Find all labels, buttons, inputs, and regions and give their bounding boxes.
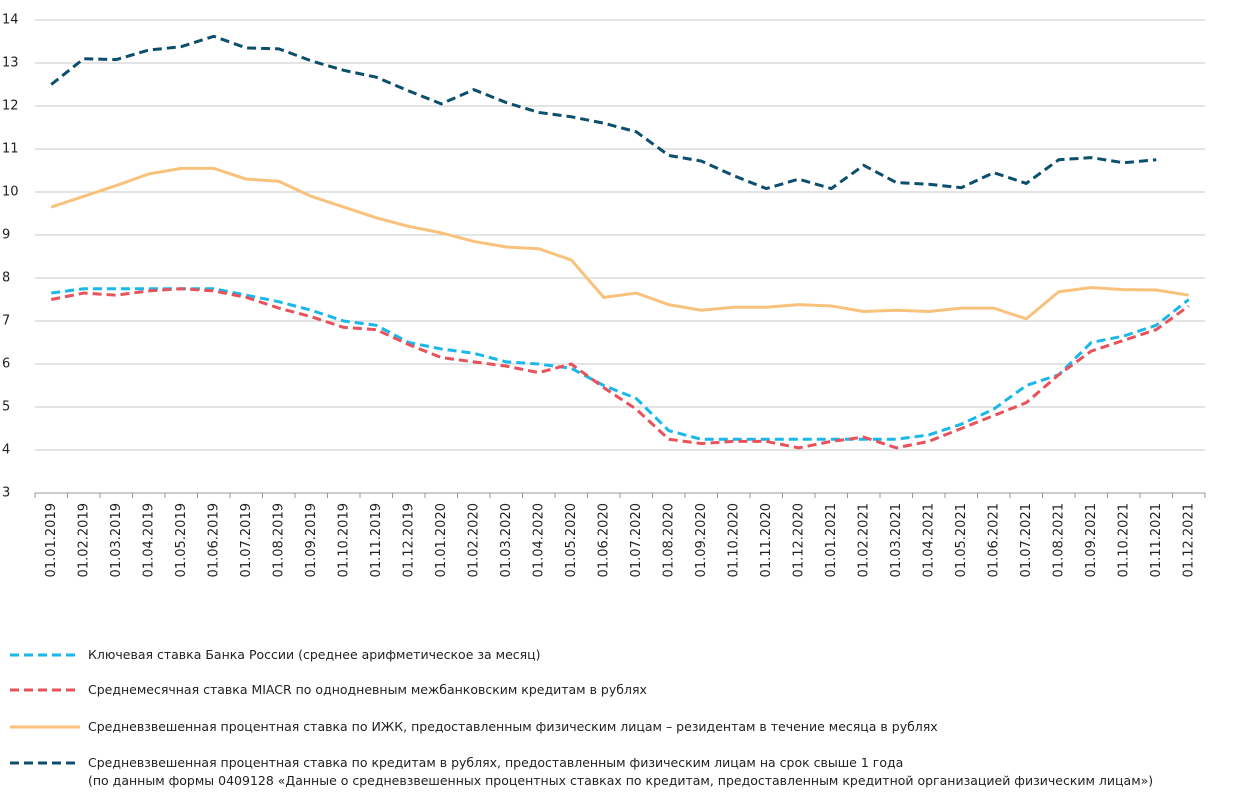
series-line — [51, 287, 1190, 441]
x-tick-label: 01.02.2020 — [466, 503, 481, 577]
x-tick-label: 01.08.2020 — [661, 503, 676, 577]
y-tick-label: 11 — [2, 142, 19, 157]
x-tick-label: 01.04.2020 — [531, 503, 546, 577]
legend-label: Среднемесячная ставка MIACR по однодневн… — [88, 682, 647, 697]
y-tick-label: 12 — [2, 99, 19, 114]
y-tick-label: 13 — [2, 56, 19, 71]
x-tick-label: 01.01.2021 — [824, 503, 839, 577]
series-line — [50, 34, 1157, 191]
x-tick-label: 01.08.2021 — [1051, 503, 1066, 577]
x-tick-label: 01.08.2019 — [271, 503, 286, 577]
y-tick-label: 6 — [2, 357, 10, 372]
y-tick-label: 5 — [2, 400, 10, 415]
x-tick-label: 01.02.2021 — [856, 503, 871, 577]
x-tick-label: 01.12.2021 — [1181, 503, 1196, 577]
x-tick-label: 01.03.2019 — [109, 503, 124, 577]
x-tick-label: 01.04.2019 — [141, 503, 156, 577]
chart: 3 4 5 6 7 8 9 10 11 12 13 14 01.01.2019 01.02.2019 01.… — [2, 13, 1206, 577]
series-line — [50, 287, 1190, 450]
x-tick-label: 01.10.2019 — [336, 503, 351, 577]
x-tick-label: 01.09.2019 — [304, 503, 319, 577]
legend-item: Средневзвешенная процентная ставка по кр… — [0, 754, 1252, 788]
legend-label: Ключевая ставка Банка России (среднее ар… — [88, 647, 541, 662]
legend-swatch — [10, 653, 80, 657]
series-line — [50, 166, 1189, 321]
legend-swatch — [10, 725, 80, 729]
x-tick-label: 01.12.2019 — [401, 503, 416, 577]
x-tick-label: 01.02.2019 — [76, 503, 91, 577]
x-tick-label: 01.09.2020 — [694, 503, 709, 577]
y-tick-label: 4 — [2, 443, 10, 458]
legend-swatch — [10, 688, 80, 692]
x-tick-label: 01.09.2021 — [1084, 503, 1099, 577]
x-tick-label: 01.10.2020 — [726, 503, 741, 577]
y-tick-label: 3 — [2, 486, 10, 501]
x-tick-label: 01.01.2019 — [44, 503, 59, 577]
legend-item: Среднемесячная ставка MIACR по однодневн… — [0, 681, 1252, 711]
x-tick-label: 01.06.2019 — [206, 503, 221, 577]
x-tick-label: 01.07.2021 — [1019, 503, 1034, 577]
x-tick-label: 01.05.2020 — [564, 503, 579, 577]
x-tick-label: 01.11.2021 — [1149, 503, 1164, 577]
x-tick-label: 01.07.2019 — [239, 503, 254, 577]
legend-label: Средневзвешенная процентная ставка по кр… — [88, 755, 1154, 788]
x-tick-label: 01.05.2019 — [174, 503, 189, 577]
y-tick-label: 8 — [2, 271, 10, 286]
x-tick-label: 01.06.2020 — [596, 503, 611, 577]
x-tick-label: 01.03.2021 — [889, 503, 904, 577]
y-tick-label: 9 — [2, 228, 10, 243]
x-tick-label: 01.03.2020 — [499, 503, 514, 577]
x-tick-label: 01.11.2020 — [759, 503, 774, 577]
x-tick-label: 01.07.2020 — [629, 503, 644, 577]
x-tick-label: 01.05.2021 — [954, 503, 969, 577]
y-tick-label: 10 — [2, 185, 19, 200]
legend-item: Ключевая ставка Банка России (среднее ар… — [0, 646, 1252, 676]
x-tick-label: 01.12.2020 — [791, 503, 806, 577]
y-tick-label: 14 — [2, 13, 19, 28]
x-tick-label: 01.10.2021 — [1116, 503, 1131, 577]
legend-item: Средневзвешенная процентная ставка по ИЖ… — [0, 718, 1252, 748]
x-tick-label: 01.11.2019 — [369, 503, 384, 577]
legend-label: Средневзвешенная процентная ставка по ИЖ… — [88, 719, 938, 734]
legend-swatch — [10, 761, 80, 765]
x-tick-label: 01.06.2021 — [986, 503, 1001, 577]
x-tick-label: 01.04.2021 — [921, 503, 936, 577]
y-tick-label: 7 — [2, 314, 10, 329]
x-tick-label: 01.01.2020 — [434, 503, 449, 577]
